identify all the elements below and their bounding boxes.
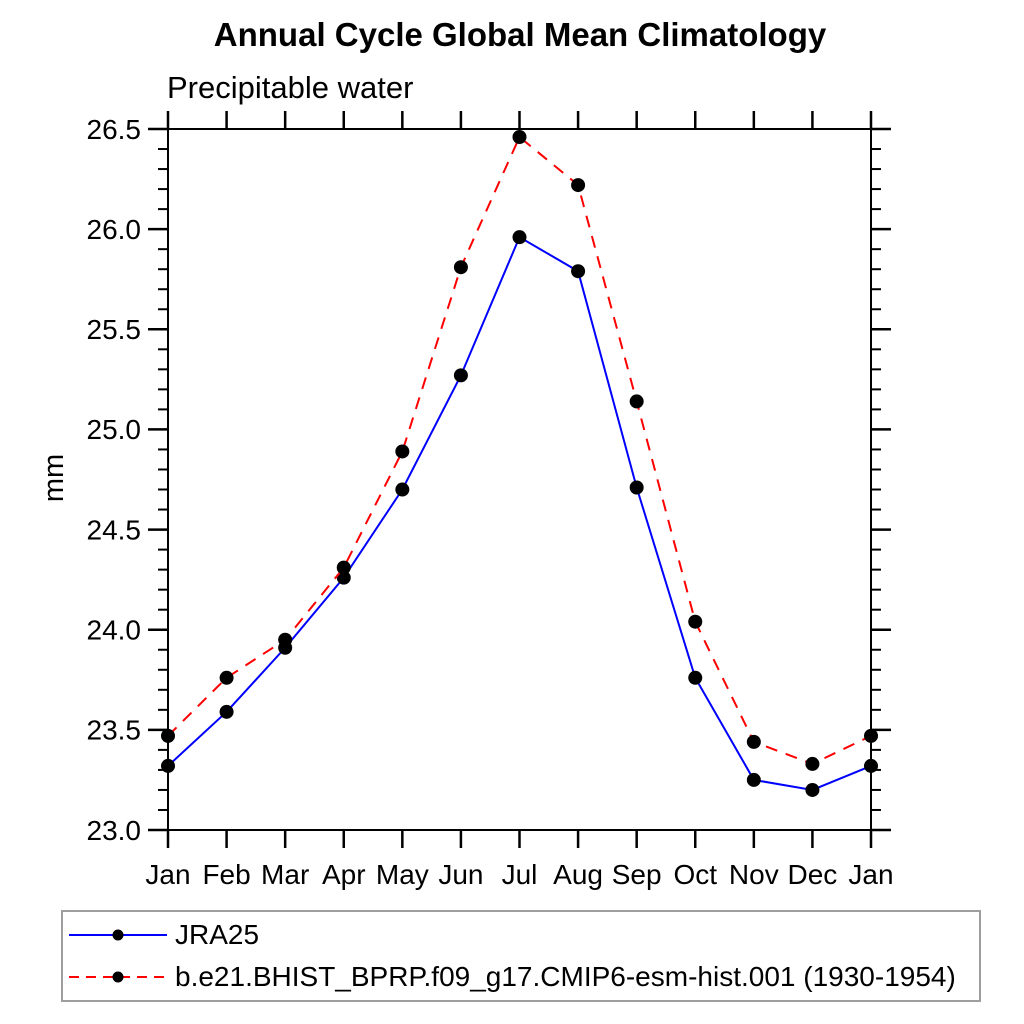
y-tick-label: 23.5 (87, 715, 142, 746)
legend-line-sample-jra25 (69, 929, 167, 941)
data-point-0-May (395, 482, 410, 497)
y-tick-label: 24.5 (87, 514, 142, 545)
x-tick-label: Jun (438, 859, 483, 890)
data-point-0-Sep (629, 480, 644, 495)
data-point-0-Jan (161, 758, 175, 773)
x-tick-label: Apr (322, 859, 366, 890)
y-tick-label: 23.0 (87, 815, 142, 846)
legend-item-model-run: b.e21.BHIST_BPRP.f09_g17.CMIP6-esm-hist.… (67, 962, 979, 992)
data-point-0-Jul (512, 230, 527, 245)
x-tick-label: Oct (673, 859, 717, 890)
x-tick-label: Nov (729, 859, 779, 890)
data-point-0-Apr (336, 570, 351, 585)
data-point-1-Jun (453, 260, 468, 275)
legend-item-jra25: JRA25 (67, 920, 979, 950)
y-tick-label: 25.0 (87, 414, 142, 445)
legend-label-jra25: JRA25 (175, 919, 260, 950)
data-point-0-Oct (688, 670, 703, 685)
chart-title: Annual Cycle Global Mean Climatology (213, 16, 827, 53)
legend-label-model-run: b.e21.BHIST_BPRP.f09_g17.CMIP6-esm-hist.… (175, 961, 956, 992)
x-tick-label: Mar (261, 859, 309, 890)
data-point-1-Apr (336, 560, 351, 575)
x-tick-label: Sep (612, 859, 662, 890)
data-point-1-Feb (219, 670, 234, 685)
y-tick-label: 26.5 (87, 114, 142, 145)
plot-box (167, 128, 872, 831)
x-tick-label: Dec (788, 859, 838, 890)
x-tick-label: Feb (202, 859, 250, 890)
data-point-1-Nov (746, 734, 761, 749)
x-tick-label: Jan (145, 859, 190, 890)
data-point-0-Dec (805, 782, 820, 797)
data-point-1-Aug (571, 178, 586, 193)
data-point-0-Aug (571, 264, 586, 279)
data-point-1-Oct (688, 614, 703, 629)
y-tick-label: 24.0 (87, 615, 142, 646)
legend-marker-0 (112, 929, 124, 941)
data-point-1-Jan (864, 728, 878, 743)
x-tick-label: Aug (553, 859, 603, 890)
data-point-0-Jun (453, 368, 468, 383)
legend-marker-1 (112, 971, 124, 983)
data-point-1-Mar (278, 632, 293, 647)
x-tick-label: Jan (848, 859, 893, 890)
x-tick-label: May (376, 859, 429, 890)
legend-line-sample-model-run (69, 971, 167, 983)
data-point-1-Jan (161, 728, 175, 743)
y-tick-label: 25.5 (87, 314, 142, 345)
series-line-0 (167, 235, 872, 791)
data-point-0-Feb (219, 704, 234, 719)
x-tick-label: Jul (502, 859, 538, 890)
data-point-1-Jul (512, 130, 527, 145)
data-point-1-Dec (805, 756, 820, 771)
y-tick-label: 26.0 (87, 214, 142, 245)
data-point-1-May (395, 444, 410, 459)
data-point-0-Jan (864, 758, 878, 773)
legend-box: JRA25 b.e21.BHIST_BPRP.f09_g17.CMIP6-esm… (61, 910, 981, 1002)
chart-subtitle: Precipitable water (167, 70, 414, 105)
data-point-0-Nov (746, 772, 761, 787)
data-point-1-Sep (629, 394, 644, 409)
